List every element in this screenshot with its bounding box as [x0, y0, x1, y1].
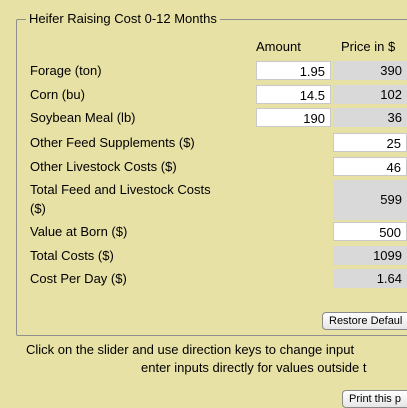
- total-feed-livestock-label-line2: ($): [30, 201, 46, 216]
- instructions-line2: enter inputs directly for values outside…: [141, 360, 367, 375]
- total-feed-livestock-value: 599: [333, 180, 407, 220]
- amount-column-header: Amount: [256, 39, 301, 54]
- print-page-button[interactable]: Print this p: [342, 390, 407, 408]
- forage-price-value: 390: [333, 61, 407, 80]
- total-costs-label: Total Costs ($): [30, 248, 114, 263]
- soybean-meal-label: Soybean Meal (lb): [30, 110, 136, 125]
- total-feed-livestock-label-line1: Total Feed and Livestock Costs: [30, 182, 211, 197]
- other-feed-supplements-label: Other Feed Supplements ($): [30, 135, 195, 150]
- cost-per-day-label: Cost Per Day ($): [30, 271, 127, 286]
- section-title: Heifer Raising Cost 0-12 Months: [26, 11, 220, 26]
- value-at-born-input[interactable]: 500: [333, 222, 407, 241]
- total-feed-livestock-label: Total Feed and Livestock Costs ($): [30, 180, 211, 218]
- price-column-header: Price in $: [341, 39, 396, 54]
- value-at-born-label: Value at Born ($): [30, 224, 128, 239]
- corn-amount-input[interactable]: 14.5: [256, 85, 331, 104]
- total-costs-value: 1099: [333, 246, 407, 265]
- soybean-meal-amount-input[interactable]: 190: [256, 108, 331, 127]
- corn-price-value: 102: [333, 85, 407, 104]
- forage-label: Forage (ton): [30, 63, 102, 78]
- instructions-line1: Click on the slider and use direction ke…: [26, 342, 355, 357]
- other-livestock-costs-input[interactable]: 46: [333, 157, 407, 176]
- forage-amount-input[interactable]: 1.95: [256, 61, 331, 80]
- soybean-meal-price-value: 36: [333, 108, 407, 127]
- cost-per-day-value: 1.64: [333, 269, 407, 288]
- other-feed-supplements-input[interactable]: 25: [333, 133, 407, 152]
- other-livestock-costs-label: Other Livestock Costs ($): [30, 159, 177, 174]
- restore-defaults-button[interactable]: Restore Defaul: [322, 312, 407, 330]
- corn-label: Corn (bu): [30, 87, 85, 102]
